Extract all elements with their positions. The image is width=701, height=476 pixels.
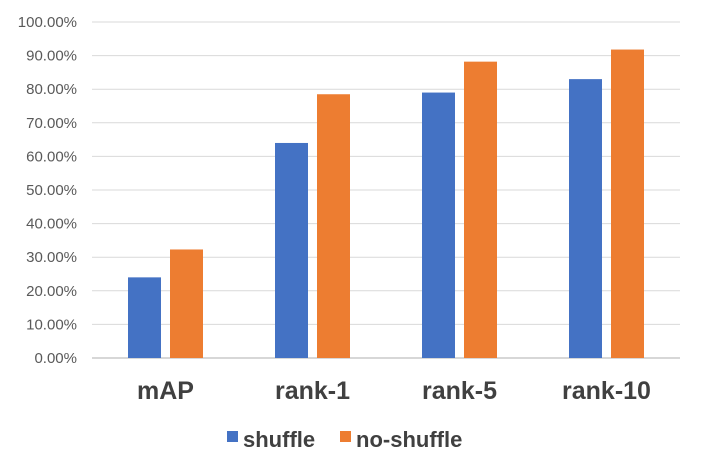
- y-tick-label: 80.00%: [26, 81, 77, 98]
- y-tick-label: 70.00%: [26, 115, 77, 132]
- bars: [128, 49, 644, 359]
- legend-swatch-shuffle: [227, 431, 238, 442]
- x-tick-label: rank-5: [422, 377, 497, 405]
- bar-shuffle-mAP: [128, 277, 161, 358]
- bar-shuffle-rank-5: [422, 92, 455, 358]
- y-tick-label: 90.00%: [26, 48, 77, 65]
- legend-label-no-shuffle: no-shuffle: [356, 427, 462, 452]
- bar-shuffle-rank-1: [275, 142, 308, 358]
- y-tick-label: 100.00%: [18, 14, 77, 31]
- y-tick-label: 30.00%: [26, 249, 77, 266]
- bar-shuffle-rank-10: [569, 79, 602, 359]
- bar-no-shuffle-rank-5: [464, 61, 497, 358]
- x-tick-label: rank-10: [562, 377, 651, 405]
- bar-no-shuffle-mAP: [170, 249, 203, 358]
- x-axis-ticks: mAP rank-1 rank-5 rank-10: [137, 377, 651, 405]
- bar-no-shuffle-rank-1: [317, 94, 350, 359]
- x-tick-label: mAP: [137, 377, 194, 405]
- y-tick-label: 60.00%: [26, 148, 77, 165]
- y-tick-label: 40.00%: [26, 216, 77, 233]
- y-tick-label: 50.00%: [26, 182, 77, 199]
- y-tick-label: 20.00%: [26, 283, 77, 300]
- bar-no-shuffle-rank-10: [611, 49, 644, 358]
- legend-label-shuffle: shuffle: [243, 427, 315, 452]
- legend: shuffle no-shuffle: [227, 427, 462, 452]
- x-tick-label: rank-1: [275, 377, 350, 405]
- y-axis-ticks: 0.00% 10.00% 20.00% 30.00% 40.00% 50.00% 60.00…: [18, 14, 77, 367]
- y-tick-label: 10.00%: [26, 316, 77, 333]
- legend-swatch-no-shuffle: [340, 431, 351, 442]
- y-tick-label: 0.00%: [34, 350, 77, 367]
